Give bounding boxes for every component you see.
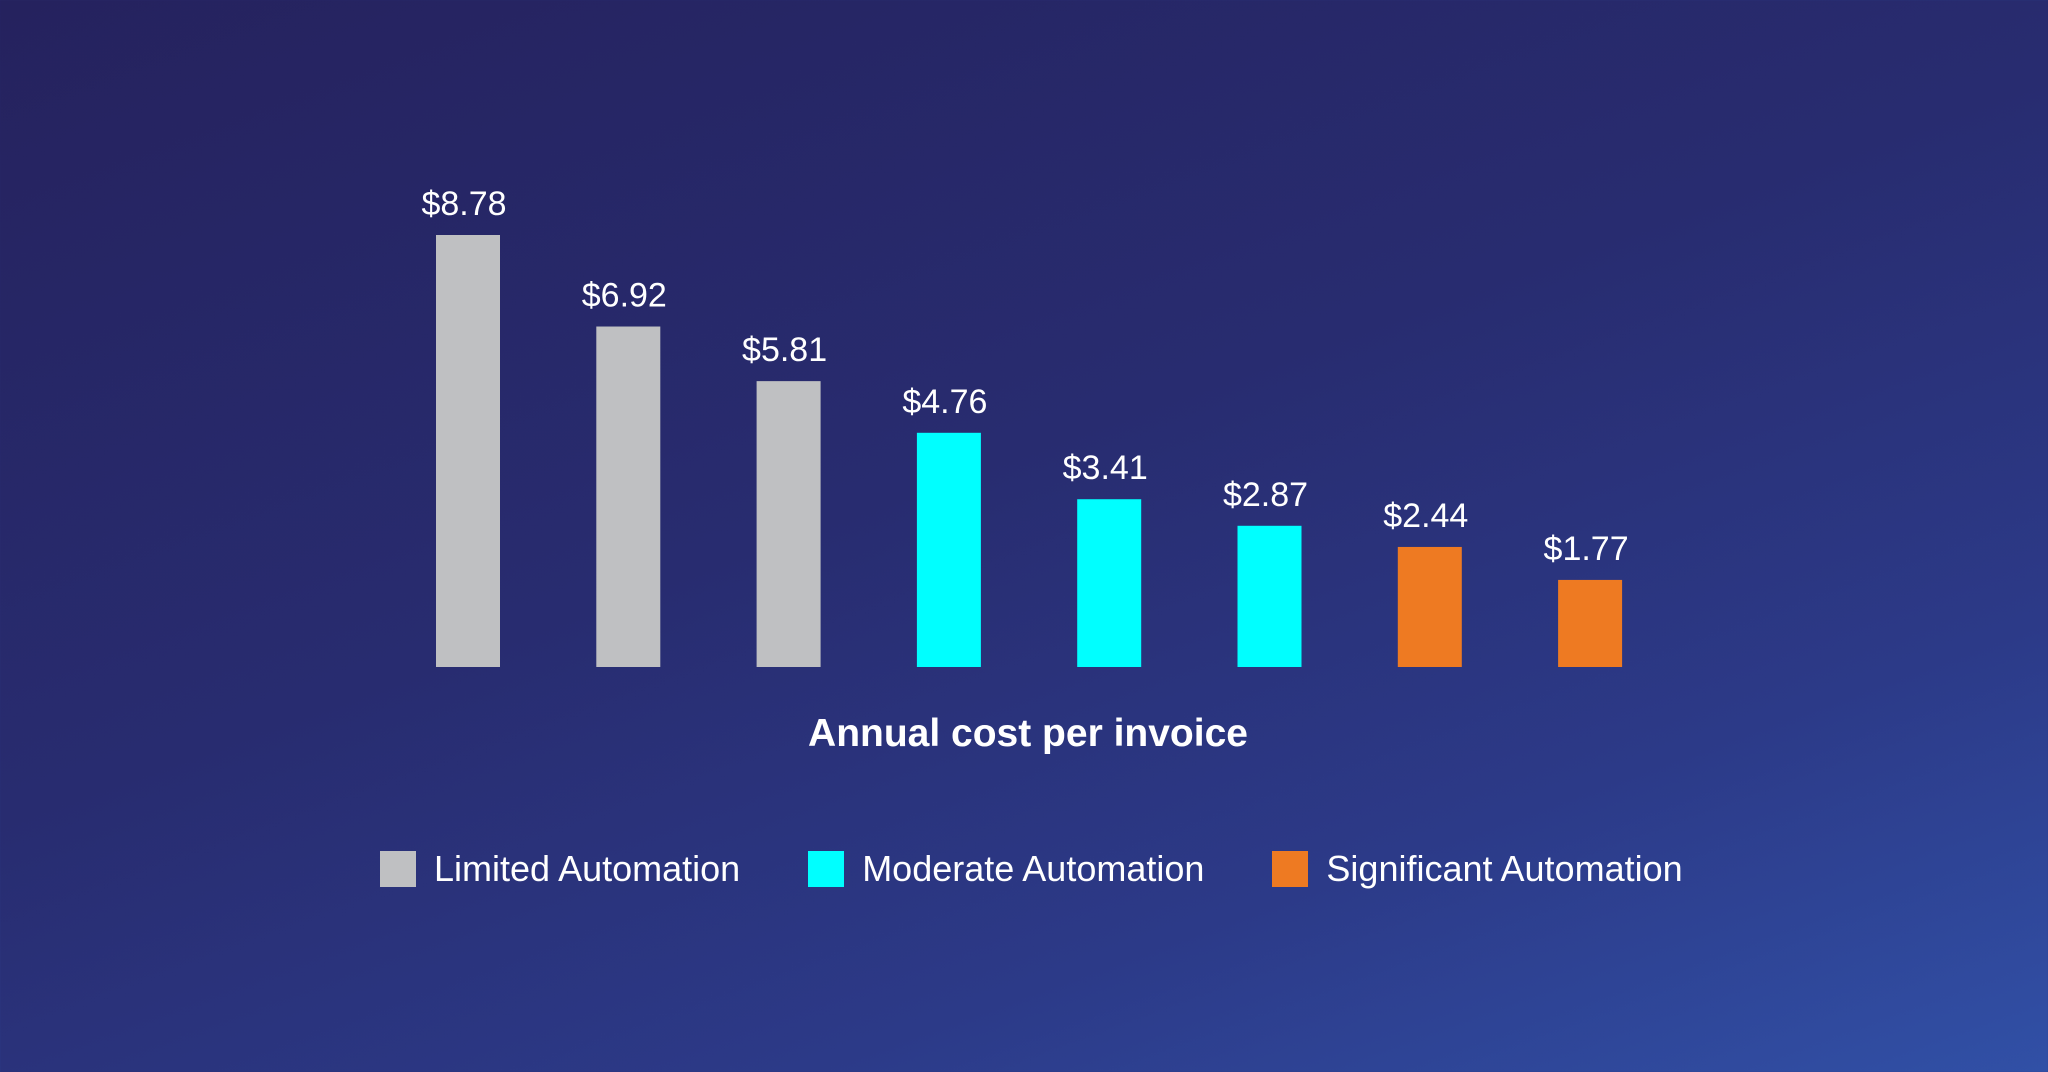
- legend-label: Moderate Automation: [862, 848, 1205, 889]
- bar: [436, 235, 500, 667]
- data-label: $2.44: [1383, 497, 1468, 535]
- bar: [916, 432, 981, 667]
- bar: [1077, 499, 1142, 667]
- legend-item-moderate: Moderate Automation: [808, 848, 1204, 890]
- bar: [756, 381, 821, 667]
- data-label: $3.41: [1063, 449, 1148, 487]
- x-axis-label: Annual cost per invoice: [808, 712, 1248, 755]
- legend-swatch: [808, 851, 845, 887]
- legend: Limited Automation Moderate Automation S…: [380, 848, 1751, 890]
- bar: [1397, 546, 1462, 667]
- legend-swatch: [1272, 851, 1309, 887]
- data-label: $1.77: [1544, 530, 1629, 568]
- legend-label: Limited Automation: [434, 848, 741, 889]
- data-label: $4.76: [902, 383, 987, 421]
- bar: [596, 326, 661, 667]
- data-label: $5.81: [742, 331, 827, 369]
- data-label: $2.87: [1223, 476, 1308, 514]
- legend-label: Significant Automation: [1326, 848, 1683, 889]
- data-label: $8.78: [421, 185, 506, 223]
- legend-item-limited: Limited Automation: [380, 848, 740, 890]
- bar: [1558, 579, 1623, 667]
- legend-swatch: [380, 851, 416, 887]
- legend-item-significant: Significant Automation: [1272, 848, 1683, 890]
- data-label: $6.92: [582, 277, 667, 315]
- bar: [1237, 525, 1302, 667]
